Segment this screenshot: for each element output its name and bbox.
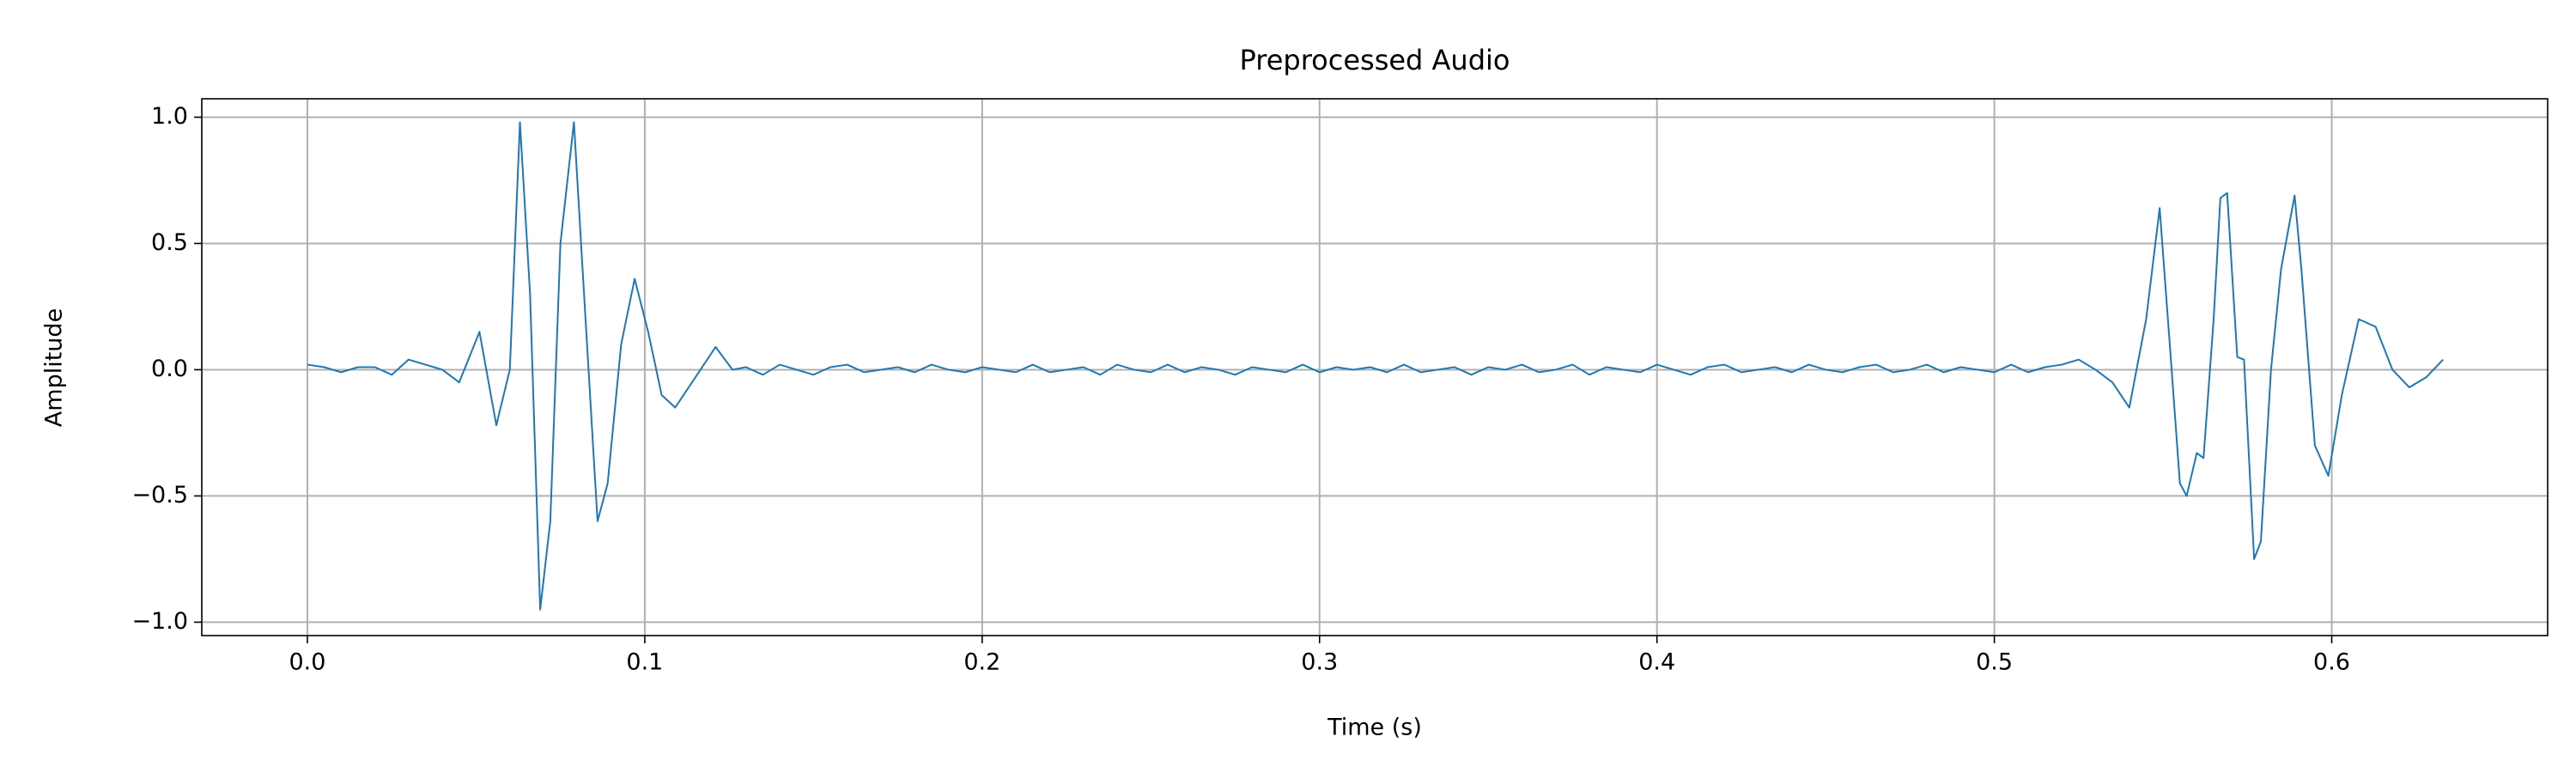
y-tick-label: −0.5 bbox=[131, 482, 188, 508]
x-tick-label: 0.4 bbox=[1638, 649, 1675, 676]
x-axis-label: Time (s) bbox=[1327, 715, 1422, 741]
x-tick-label: 0.6 bbox=[2313, 649, 2350, 676]
x-tick-label: 0.0 bbox=[289, 649, 326, 676]
x-tick-label: 0.1 bbox=[626, 649, 663, 676]
y-tick-label: −1.0 bbox=[131, 608, 188, 635]
y-tick-label: 0.5 bbox=[151, 229, 188, 256]
x-tick-label: 0.5 bbox=[1976, 649, 2013, 676]
x-tick-label: 0.2 bbox=[963, 649, 1000, 676]
chart-title: Preprocessed Audio bbox=[1240, 44, 1510, 76]
y-axis-label: Amplitude bbox=[41, 308, 68, 427]
plot-frame bbox=[201, 98, 2549, 636]
waveform-line bbox=[307, 121, 2444, 611]
y-tick-label: 1.0 bbox=[151, 103, 188, 130]
x-tick-label: 0.3 bbox=[1301, 649, 1338, 676]
y-tick-label: 0.0 bbox=[151, 356, 188, 382]
